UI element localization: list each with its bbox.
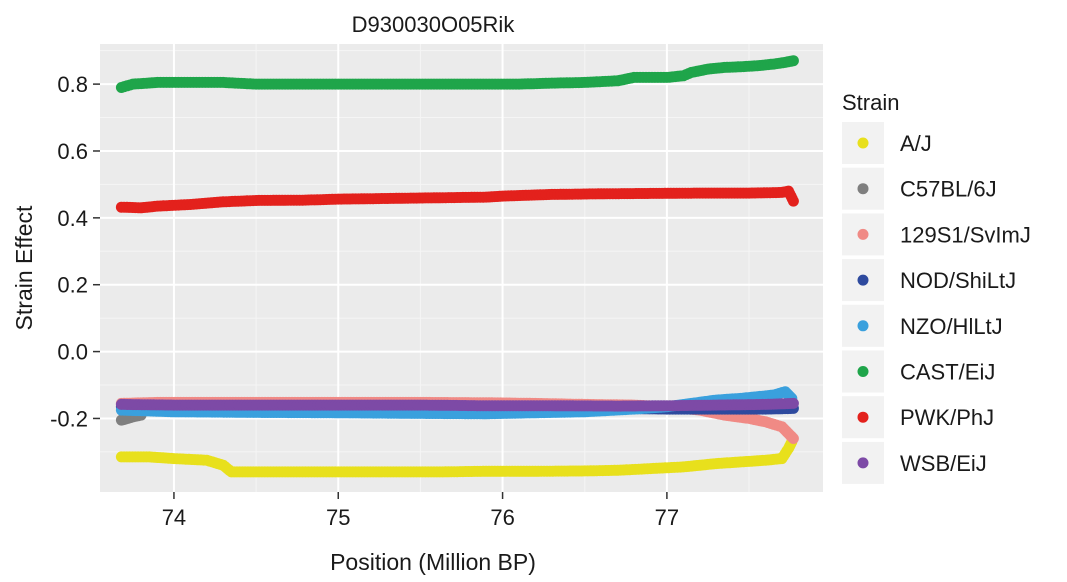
legend-label: WSB/EiJ <box>900 451 987 476</box>
legend-label: NOD/ShiLtJ <box>900 268 1016 293</box>
legend-label: NZO/HlLtJ <box>900 314 1003 339</box>
legend-item: WSB/EiJ <box>842 441 987 484</box>
data-point <box>787 195 799 207</box>
series-wsb-eij <box>115 397 799 412</box>
minor-gridlines <box>100 44 823 492</box>
plot-panel <box>100 44 823 492</box>
legend-label: PWK/PhJ <box>900 405 994 430</box>
y-tick-label: 0.8 <box>57 72 88 97</box>
legend-marker <box>857 137 869 149</box>
legend-label: A/J <box>900 131 932 156</box>
legend-marker <box>857 183 869 195</box>
x-tick-label: 75 <box>326 505 350 530</box>
x-tick-label: 74 <box>162 505 186 530</box>
legend-title: Strain <box>842 90 899 115</box>
legend-marker <box>857 320 869 332</box>
legend-marker <box>857 228 869 240</box>
series-cast-eij <box>115 55 799 93</box>
legend-item: 129S1/SvImJ <box>842 213 1031 256</box>
data-point <box>787 433 799 444</box>
y-tick-label: 0.4 <box>57 206 88 231</box>
x-axis-label: Position (Million BP) <box>330 549 536 575</box>
y-tick-label: 0.0 <box>57 340 88 365</box>
legend-label: C57BL/6J <box>900 177 997 202</box>
legend-marker <box>857 274 869 286</box>
legend-label: CAST/EiJ <box>900 360 995 385</box>
y-tick-label: 0.6 <box>57 139 88 164</box>
legend-item: C57BL/6J <box>842 167 997 210</box>
legend-item: NZO/HlLtJ <box>842 304 1003 347</box>
legend-label: 129S1/SvImJ <box>900 222 1031 247</box>
legend: Strain A/J C57BL/6J 129S1/SvImJ NOD/ShiLtJ N… <box>842 90 1031 484</box>
data-point <box>787 55 799 67</box>
legend-marker <box>857 366 869 377</box>
y-axis-label: Strain Effect <box>11 205 37 330</box>
x-tick-label: 77 <box>655 505 679 530</box>
series-pwk-phj <box>115 185 799 214</box>
legend-item: PWK/PhJ <box>842 396 994 439</box>
y-tick-label: 0.2 <box>57 273 88 298</box>
legend-item: A/J <box>842 122 932 164</box>
chart-title: D930030O05Rik <box>352 12 516 37</box>
x-tick-label: 76 <box>490 505 514 530</box>
data-points <box>115 55 799 478</box>
legend-marker <box>857 411 869 423</box>
y-tick-label: -0.2 <box>50 406 88 431</box>
x-axis: 74 75 76 77 <box>162 492 679 530</box>
legend-item: NOD/ShiLtJ <box>842 259 1016 302</box>
y-axis: 0.8 0.6 0.4 0.2 0.0 -0.2 <box>50 72 100 431</box>
legend-marker <box>857 457 869 469</box>
legend-item: CAST/EiJ <box>842 350 995 393</box>
data-point <box>787 397 799 409</box>
